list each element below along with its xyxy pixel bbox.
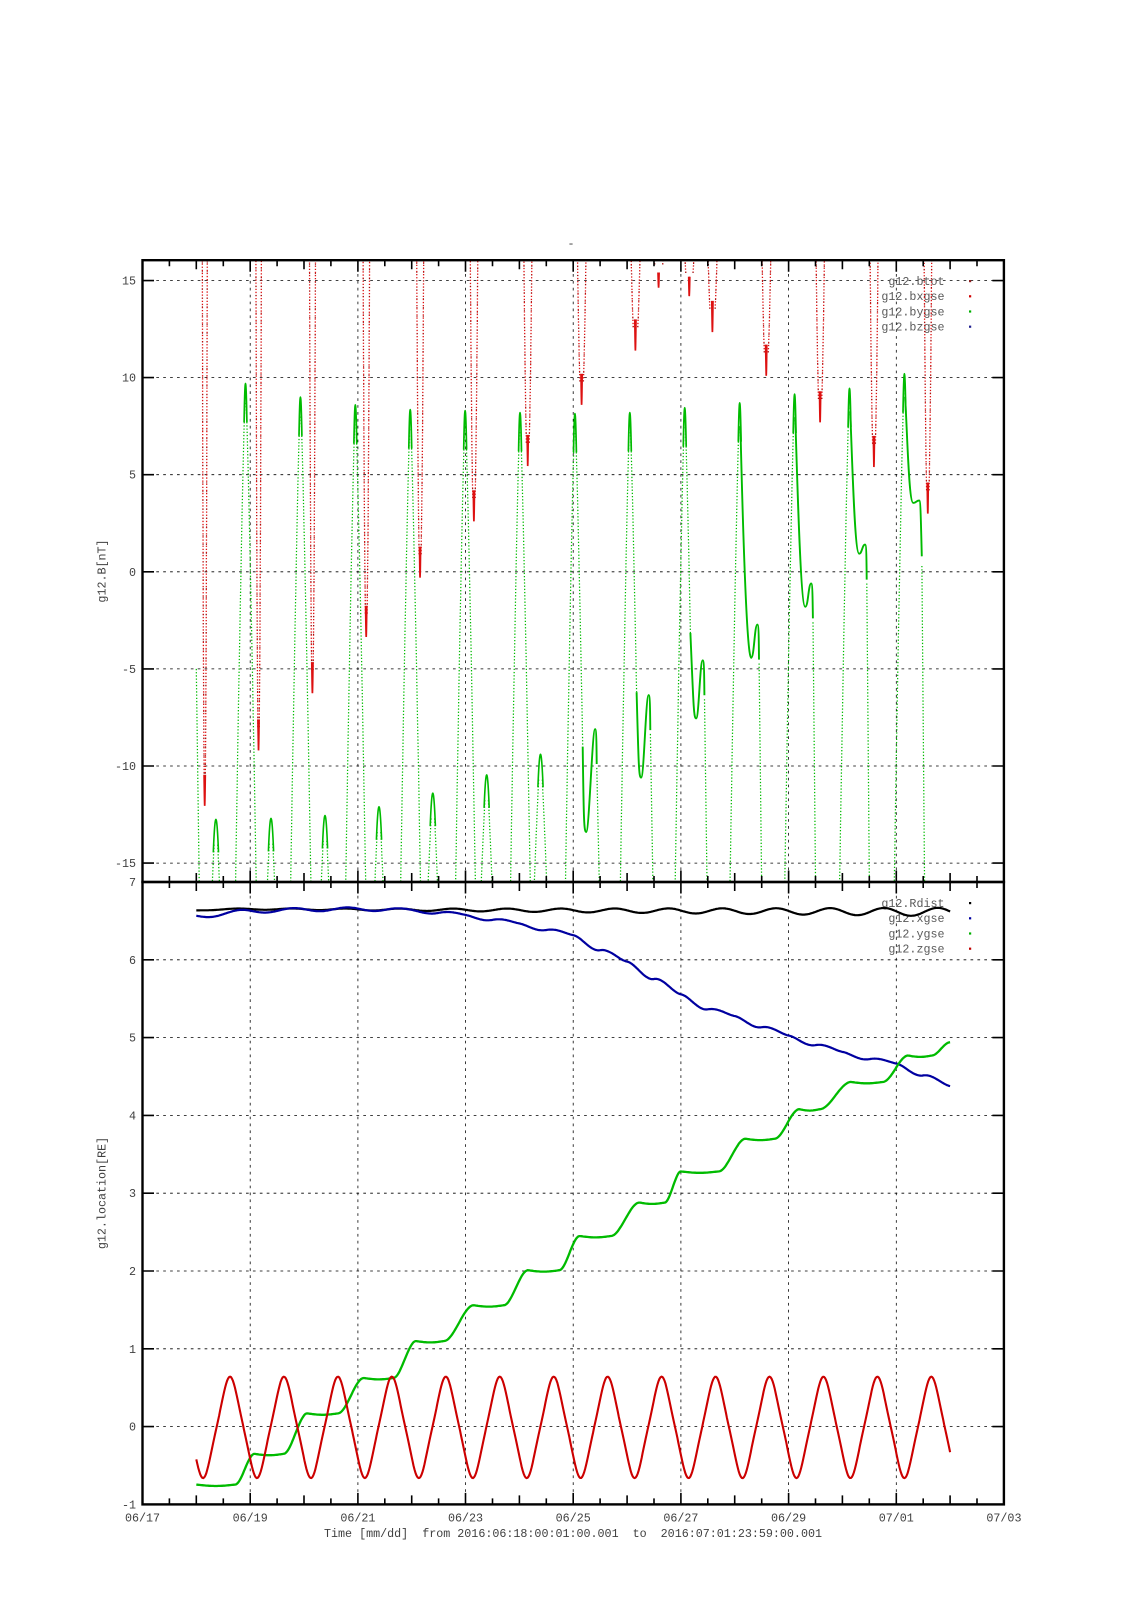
svg-text:-: - bbox=[567, 237, 574, 251]
svg-text:06/25: 06/25 bbox=[556, 1512, 591, 1526]
svg-text:3: 3 bbox=[129, 1187, 136, 1201]
svg-text:06/23: 06/23 bbox=[448, 1512, 483, 1526]
svg-text:0: 0 bbox=[129, 1421, 136, 1435]
svg-text:g12.xgse: g12.xgse bbox=[888, 912, 944, 926]
svg-text:6: 6 bbox=[129, 954, 136, 968]
svg-text:06/27: 06/27 bbox=[663, 1512, 698, 1526]
svg-text:-15: -15 bbox=[115, 857, 136, 871]
svg-text:-1: -1 bbox=[122, 1498, 136, 1512]
svg-text:2: 2 bbox=[129, 1265, 136, 1279]
svg-text:g12.btot: g12.btot bbox=[888, 275, 944, 289]
svg-text:g12.ygse: g12.ygse bbox=[888, 927, 944, 941]
svg-text:-5: -5 bbox=[122, 663, 136, 677]
svg-text:06/21: 06/21 bbox=[340, 1512, 375, 1526]
svg-text:g12.bxgse: g12.bxgse bbox=[881, 290, 944, 304]
svg-text:0: 0 bbox=[129, 566, 136, 580]
svg-text:07/01: 07/01 bbox=[879, 1512, 914, 1526]
svg-text:g12.bygse: g12.bygse bbox=[881, 305, 944, 319]
svg-text:g12.Rdist: g12.Rdist bbox=[881, 897, 944, 911]
svg-text:g12.location[RE]: g12.location[RE] bbox=[96, 1137, 110, 1249]
svg-text:06/19: 06/19 bbox=[233, 1512, 268, 1526]
svg-text:15: 15 bbox=[122, 275, 136, 289]
svg-text:g12.B[nT]: g12.B[nT] bbox=[96, 539, 110, 602]
svg-text:5: 5 bbox=[129, 1032, 136, 1046]
svg-text:-10: -10 bbox=[115, 760, 136, 774]
svg-text:5: 5 bbox=[129, 469, 136, 483]
svg-text:06/29: 06/29 bbox=[771, 1512, 806, 1526]
svg-text:g12.zgse: g12.zgse bbox=[888, 943, 944, 957]
svg-text:g12.bzgse: g12.bzgse bbox=[881, 321, 944, 335]
svg-text:7: 7 bbox=[129, 876, 136, 890]
svg-text:07/03: 07/03 bbox=[986, 1512, 1021, 1526]
svg-text:10: 10 bbox=[122, 372, 136, 386]
svg-text:1: 1 bbox=[129, 1343, 136, 1357]
svg-text:4: 4 bbox=[129, 1109, 136, 1123]
svg-text:Time [mm/dd] from 2016:06:18:: Time [mm/dd] from 2016:06:18:00:01:00.00… bbox=[324, 1527, 822, 1541]
svg-text:06/17: 06/17 bbox=[125, 1512, 160, 1526]
